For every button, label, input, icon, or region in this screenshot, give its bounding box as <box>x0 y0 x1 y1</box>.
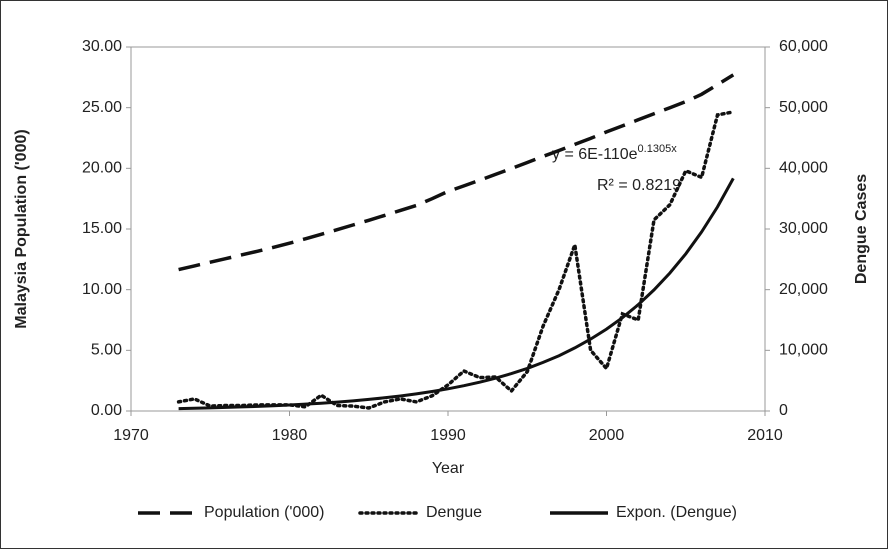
x-tick-label: 1990 <box>430 427 466 444</box>
y2-tick-label: 60,000 <box>779 38 828 55</box>
equation-exponent: 0.1305x <box>638 143 678 155</box>
series-line <box>176 110 736 410</box>
y-tick-label: 10.00 <box>82 281 122 298</box>
y2-tick-label: 30,000 <box>779 220 828 237</box>
y2-tick-label: 10,000 <box>779 342 828 359</box>
y2-tick-label: 40,000 <box>779 160 828 177</box>
y-tick-label: 30.00 <box>82 38 122 55</box>
y-tick-label: 20.00 <box>82 160 122 177</box>
trend-r-squared: R² = 0.8219 <box>597 177 681 194</box>
series-line <box>178 73 735 272</box>
x-tick-label: 1970 <box>113 427 149 444</box>
y-tick-label: 25.00 <box>82 99 122 116</box>
y-axis-title: Malaysia Population ('000) <box>13 129 30 328</box>
legend-label: Population ('000) <box>204 504 324 521</box>
x-tick-label: 2010 <box>747 427 783 444</box>
x-tick-label: 2000 <box>589 427 625 444</box>
y2-tick-label: 50,000 <box>779 99 828 116</box>
equation-base: y = 6E-110e <box>552 146 638 163</box>
y2-tick-label: 20,000 <box>779 281 828 298</box>
legend-label: Dengue <box>426 504 482 521</box>
y2-tick-label: 0 <box>779 402 788 419</box>
legend-label: Expon. (Dengue) <box>616 504 737 521</box>
x-axis-title: Year <box>432 460 465 477</box>
y-tick-label: 15.00 <box>82 220 122 237</box>
y2-axis-title: Dengue Cases <box>853 174 870 284</box>
y-tick-label: 5.00 <box>91 342 122 359</box>
x-tick-label: 1980 <box>272 427 308 444</box>
y-tick-label: 0.00 <box>91 402 122 419</box>
series-line <box>178 177 735 411</box>
trend-equation: y = 6E-110e0.1305x <box>552 143 677 163</box>
